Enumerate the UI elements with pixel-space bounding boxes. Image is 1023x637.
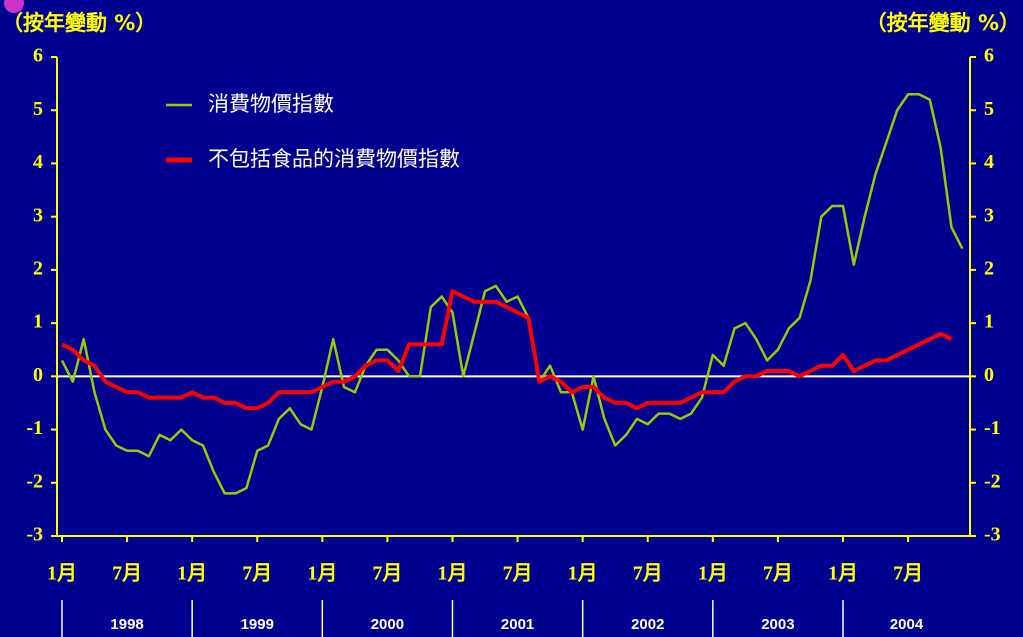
y-tick-label: -1 [26,417,43,439]
y2-tick-label: -3 [984,524,1001,546]
logo [4,0,24,13]
y-tick-label: 6 [33,45,43,67]
y-tick-label: -3 [26,524,43,546]
x-tick-label: 1月 [307,563,337,585]
y2-tick-label: 2 [984,257,994,279]
x-tick-label: 7月 [112,563,142,585]
x-tick-label: 7月 [633,563,663,585]
x-tick-label: 7月 [893,563,923,585]
y2-tick-label: -1 [984,417,1001,439]
y-tick-label: 4 [33,151,43,173]
year-label: 2003 [761,616,794,633]
year-label: 1998 [110,616,143,633]
x-tick-label: 7月 [763,563,793,585]
y-tick-label: 2 [33,257,43,279]
series-line [60,93,964,495]
y2-tick-label: -2 [984,470,1001,492]
y-tick-label: 1 [33,311,43,333]
x-tick-label: 7月 [372,563,402,585]
x-tick-label: 1月 [698,563,728,585]
y2-tick-label: 5 [984,98,994,120]
y2-tick-label: 6 [984,45,994,67]
y2-tick-label: 4 [984,151,994,173]
year-label: 1999 [241,616,274,633]
x-tick-label: 1月 [828,563,858,585]
y-tick-label: -2 [26,470,43,492]
x-tick-label: 7月 [242,563,272,585]
year-label: 2004 [890,616,924,633]
y-tick-label: 3 [33,204,43,226]
y2-tick-label: 1 [984,311,994,333]
x-tick-label: 1月 [568,563,598,585]
y2-axis-label: （按年變動 %） [866,11,1020,35]
x-tick-label: 7月 [503,563,533,585]
y2-tick-label: 0 [984,364,994,386]
y2-tick-label: 3 [984,204,994,226]
year-label: 2001 [501,616,534,633]
y-tick-label: 0 [33,364,43,386]
x-tick-label: 1月 [47,563,77,585]
series-line [61,289,953,411]
legend-label: 消費物價指數 [208,92,334,116]
legend-label: 不包括食品的消費物價指數 [208,147,460,171]
x-tick-label: 1月 [438,563,468,585]
x-tick-label: 1月 [177,563,207,585]
y-tick-label: 5 [33,98,43,120]
year-label: 2000 [371,616,404,633]
y-axis-label: （按年變動 %） [2,11,156,35]
year-label: 2002 [631,616,664,633]
